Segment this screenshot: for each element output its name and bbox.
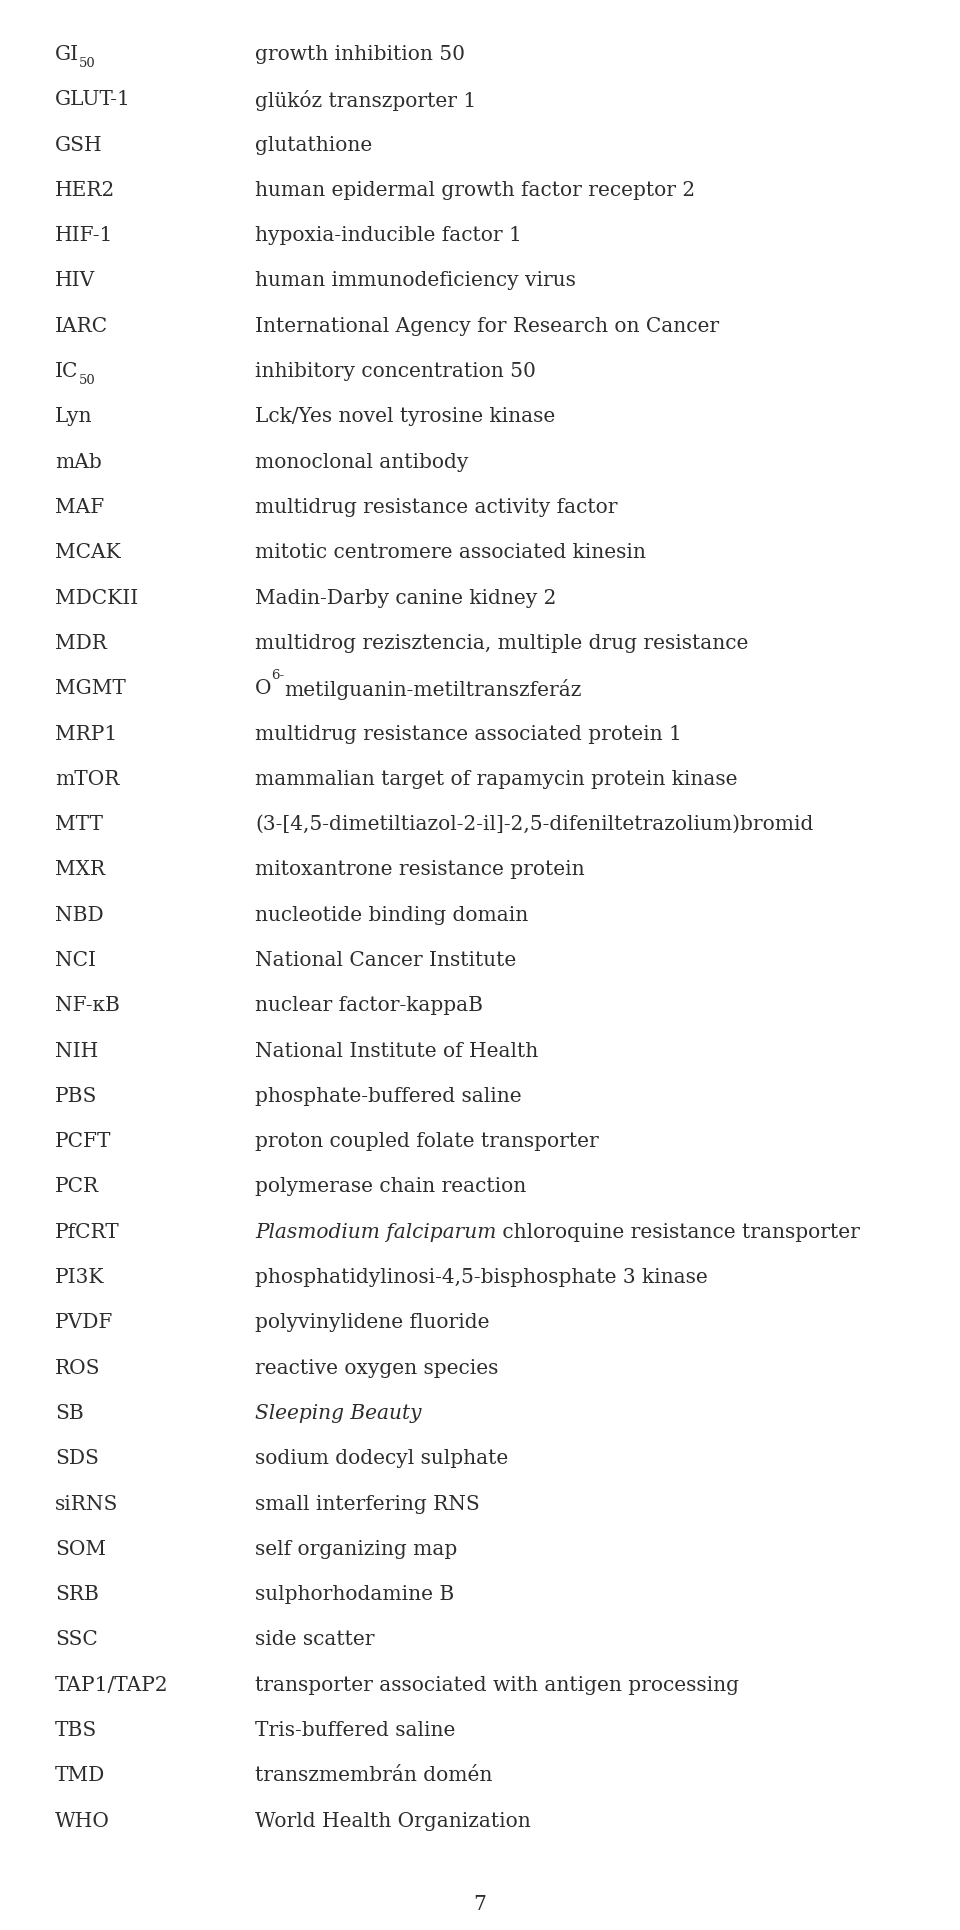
Text: NBD: NBD: [55, 905, 104, 924]
Text: PCR: PCR: [55, 1177, 99, 1197]
Text: human immunodeficiency virus: human immunodeficiency virus: [255, 272, 576, 291]
Text: IC: IC: [55, 363, 79, 380]
Text: SSC: SSC: [55, 1631, 98, 1650]
Text: nucleotide binding domain: nucleotide binding domain: [255, 905, 528, 924]
Text: nuclear factor-kappaB: nuclear factor-kappaB: [255, 996, 483, 1015]
Text: monoclonal antibody: monoclonal antibody: [255, 454, 468, 471]
Text: MGMT: MGMT: [55, 679, 126, 699]
Text: O: O: [255, 679, 272, 699]
Text: glükóz transzporter 1: glükóz transzporter 1: [255, 91, 476, 112]
Text: multidrug resistance activity factor: multidrug resistance activity factor: [255, 498, 617, 517]
Text: SB: SB: [55, 1403, 84, 1422]
Text: mAb: mAb: [55, 454, 102, 471]
Text: TAP1/TAP2: TAP1/TAP2: [55, 1675, 169, 1695]
Text: SOM: SOM: [55, 1540, 106, 1559]
Text: MTT: MTT: [55, 814, 103, 834]
Text: glutathione: glutathione: [255, 135, 372, 154]
Text: MDCKII: MDCKII: [55, 589, 138, 608]
Text: sulphorhodamine B: sulphorhodamine B: [255, 1585, 454, 1604]
Text: Sleeping Beauty: Sleeping Beauty: [255, 1403, 421, 1422]
Text: TMD: TMD: [55, 1766, 106, 1785]
Text: 6-: 6-: [272, 670, 284, 681]
Text: reactive oxygen species: reactive oxygen species: [255, 1359, 498, 1378]
Text: MRP1: MRP1: [55, 724, 117, 743]
Text: transzmembrán domén: transzmembrán domén: [255, 1766, 492, 1785]
Text: Plasmodium falciparum: Plasmodium falciparum: [255, 1224, 496, 1241]
Text: hypoxia-inducible factor 1: hypoxia-inducible factor 1: [255, 226, 522, 245]
Text: HIF-1: HIF-1: [55, 226, 113, 245]
Text: multidrog rezisztencia, multiple drug resistance: multidrog rezisztencia, multiple drug re…: [255, 633, 749, 652]
Text: HER2: HER2: [55, 181, 115, 201]
Text: human epidermal growth factor receptor 2: human epidermal growth factor receptor 2: [255, 181, 695, 201]
Text: GSH: GSH: [55, 135, 103, 154]
Text: HIV: HIV: [55, 272, 95, 291]
Text: chloroquine resistance transporter: chloroquine resistance transporter: [496, 1224, 860, 1241]
Text: MXR: MXR: [55, 861, 106, 880]
Text: National Institute of Health: National Institute of Health: [255, 1042, 539, 1062]
Text: small interfering RNS: small interfering RNS: [255, 1494, 480, 1513]
Text: Tris-buffered saline: Tris-buffered saline: [255, 1722, 455, 1741]
Text: mammalian target of rapamycin protein kinase: mammalian target of rapamycin protein ki…: [255, 770, 737, 789]
Text: PCFT: PCFT: [55, 1133, 111, 1150]
Text: self organizing map: self organizing map: [255, 1540, 457, 1559]
Text: proton coupled folate transporter: proton coupled folate transporter: [255, 1133, 599, 1150]
Text: WHO: WHO: [55, 1812, 109, 1832]
Text: metilguanin-metiltranszferáz: metilguanin-metiltranszferáz: [284, 679, 582, 701]
Text: PBS: PBS: [55, 1087, 97, 1106]
Text: GLUT-1: GLUT-1: [55, 91, 131, 110]
Text: sodium dodecyl sulphate: sodium dodecyl sulphate: [255, 1449, 508, 1469]
Text: 50: 50: [79, 58, 96, 69]
Text: inhibitory concentration 50: inhibitory concentration 50: [255, 363, 536, 380]
Text: SRB: SRB: [55, 1585, 99, 1604]
Text: PVDF: PVDF: [55, 1314, 113, 1332]
Text: PfCRT: PfCRT: [55, 1224, 120, 1241]
Text: MDR: MDR: [55, 633, 107, 652]
Text: mitoxantrone resistance protein: mitoxantrone resistance protein: [255, 861, 585, 880]
Text: ROS: ROS: [55, 1359, 101, 1378]
Text: Lck/Yes novel tyrosine kinase: Lck/Yes novel tyrosine kinase: [255, 407, 555, 427]
Text: side scatter: side scatter: [255, 1631, 374, 1650]
Text: World Health Organization: World Health Organization: [255, 1812, 531, 1832]
Text: Madin-Darby canine kidney 2: Madin-Darby canine kidney 2: [255, 589, 557, 608]
Text: polyvinylidene fluoride: polyvinylidene fluoride: [255, 1314, 490, 1332]
Text: phosphate-buffered saline: phosphate-buffered saline: [255, 1087, 521, 1106]
Text: 50: 50: [79, 374, 95, 388]
Text: growth inhibition 50: growth inhibition 50: [255, 44, 465, 64]
Text: NF-κB: NF-κB: [55, 996, 120, 1015]
Text: NCI: NCI: [55, 951, 96, 971]
Text: IARC: IARC: [55, 317, 108, 336]
Text: MAF: MAF: [55, 498, 105, 517]
Text: mTOR: mTOR: [55, 770, 119, 789]
Text: Lyn: Lyn: [55, 407, 92, 427]
Text: NIH: NIH: [55, 1042, 98, 1062]
Text: PI3K: PI3K: [55, 1268, 105, 1287]
Text: (3-[4,5-dimetiltiazol-2-il]-2,5-difeniltetrazolium)bromid: (3-[4,5-dimetiltiazol-2-il]-2,5-difenilt…: [255, 814, 813, 834]
Text: mitotic centromere associated kinesin: mitotic centromere associated kinesin: [255, 544, 646, 562]
Text: GI: GI: [55, 44, 79, 64]
Text: 7: 7: [473, 1895, 487, 1915]
Text: phosphatidylinosi-4,5-bisphosphate 3 kinase: phosphatidylinosi-4,5-bisphosphate 3 kin…: [255, 1268, 708, 1287]
Text: TBS: TBS: [55, 1722, 97, 1741]
Text: International Agency for Research on Cancer: International Agency for Research on Can…: [255, 317, 719, 336]
Text: polymerase chain reaction: polymerase chain reaction: [255, 1177, 526, 1197]
Text: siRNS: siRNS: [55, 1494, 118, 1513]
Text: MCAK: MCAK: [55, 544, 121, 562]
Text: SDS: SDS: [55, 1449, 99, 1469]
Text: National Cancer Institute: National Cancer Institute: [255, 951, 516, 971]
Text: transporter associated with antigen processing: transporter associated with antigen proc…: [255, 1675, 739, 1695]
Text: multidrug resistance associated protein 1: multidrug resistance associated protein …: [255, 724, 682, 743]
